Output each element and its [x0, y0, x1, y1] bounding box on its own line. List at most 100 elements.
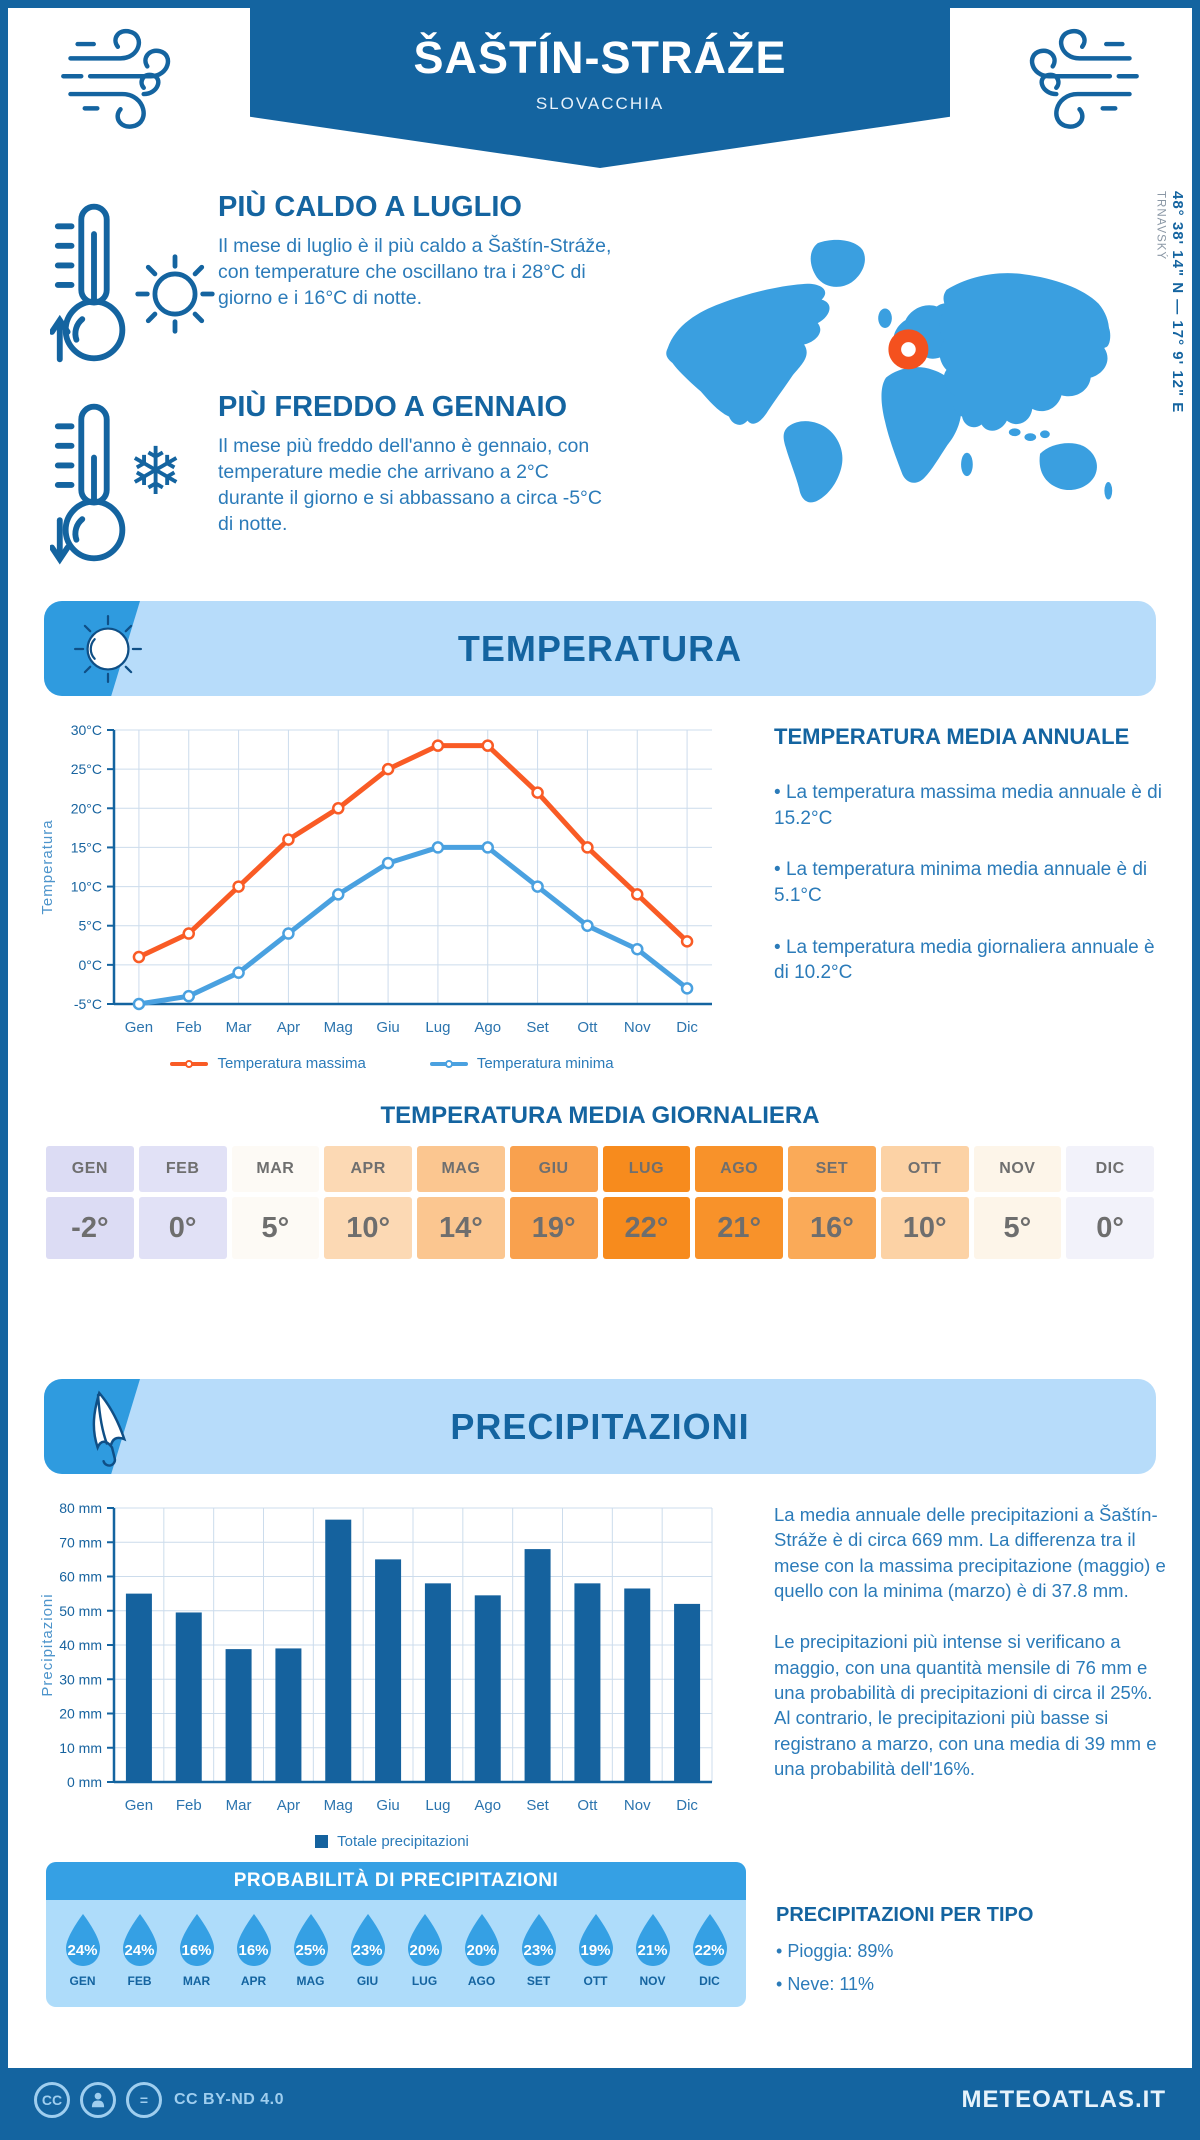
- temperature-banner: TEMPERATURA: [44, 601, 1156, 696]
- svg-text:Mar: Mar: [226, 1797, 252, 1814]
- svg-text:60 mm: 60 mm: [59, 1569, 102, 1585]
- svg-text:Dic: Dic: [676, 1797, 698, 1814]
- droplet-month-label: APR: [240, 1974, 267, 1988]
- month-value-cell: 5°: [231, 1197, 320, 1259]
- droplet-icon: [635, 1914, 670, 1966]
- probability-section: PROBABILITÀ DI PRECIPITAZIONI 24% GEN 24% F…: [46, 1862, 1192, 2007]
- warm-icons: [50, 191, 218, 371]
- probability-value: 21%: [637, 1942, 668, 1959]
- wind-icon: [1029, 28, 1139, 129]
- probability-droplet: 20% LUG: [396, 1912, 453, 1988]
- droplet-month-label: GEN: [69, 1974, 96, 1988]
- month-header-cell: MAR: [231, 1146, 320, 1192]
- svg-text:Apr: Apr: [277, 1019, 300, 1036]
- warmest-month-block: PIÙ CALDO A LUGLIO Il mese di luglio è i…: [50, 191, 630, 371]
- probability-panel: PROBABILITÀ DI PRECIPITAZIONI 24% GEN 24% F…: [46, 1862, 746, 2007]
- svg-text:-5°C: -5°C: [74, 996, 102, 1012]
- svg-text:10°C: 10°C: [71, 879, 102, 895]
- temperature-line-chart: -5°C 0°C 5°C 10°C 15°C 20°C 25°C 30°C Gen Feb Mar A…: [39, 722, 712, 1036]
- svg-text:Temperatura: Temperatura: [39, 819, 56, 914]
- month-value-cell: 10°: [880, 1197, 969, 1259]
- svg-text:Giu: Giu: [376, 1797, 399, 1814]
- probability-droplet: 22% DIC: [681, 1912, 738, 1988]
- month-value-cell: 16°: [788, 1197, 876, 1259]
- coordinates-text: 48° 38' 14" N — 17° 9' 12" E: [1169, 191, 1186, 414]
- legend-label: Temperatura massima: [217, 1055, 366, 1072]
- svg-text:Ott: Ott: [577, 1797, 598, 1814]
- svg-text:Feb: Feb: [176, 1797, 202, 1814]
- snowflake-icon: ❄: [128, 433, 184, 510]
- probability-droplet: 24% GEN: [54, 1912, 111, 1988]
- map-south-america: [783, 421, 843, 503]
- legend-label: Totale precipitazioni: [337, 1833, 469, 1850]
- droplet-month-label: DIC: [699, 1974, 720, 1988]
- svg-text:15°C: 15°C: [71, 839, 102, 855]
- droplet-month-label: MAR: [182, 1974, 211, 1988]
- precipitation-paragraph: Le precipitazioni più intense si verific…: [774, 1631, 1157, 1780]
- month-header-cell: MAG: [417, 1146, 505, 1192]
- precipitation-by-type: PRECIPITAZIONI PER TIPO Pioggia: 89% Neve…: [776, 1862, 1033, 2007]
- month-value-cell: 14°: [417, 1197, 505, 1259]
- droplet-icon: [407, 1914, 442, 1966]
- map-australia: [1039, 443, 1097, 491]
- probability-value: 20%: [466, 1942, 497, 1959]
- location-marker: [888, 329, 929, 370]
- svg-text:5°C: 5°C: [79, 918, 103, 934]
- probability-value: 16%: [238, 1942, 269, 1959]
- equals-icon: =: [126, 2082, 162, 2118]
- droplet-icon: [578, 1914, 613, 1966]
- probability-droplet: 19% OTT: [567, 1912, 624, 1988]
- probability-droplet: 23% SET: [510, 1912, 567, 1988]
- legend-line-marker: [170, 1059, 209, 1068]
- droplet-month-label: GIU: [356, 1974, 379, 1988]
- droplet-icon: [65, 1914, 100, 1966]
- temperature-title: TEMPERATURA: [457, 628, 743, 669]
- sun-icon: [135, 254, 215, 334]
- by-type-bullet: Pioggia: 89%: [776, 1941, 1033, 1962]
- month-value-cell: 0°: [138, 1197, 227, 1259]
- by-type-bullet: Neve: 11%: [776, 1974, 1033, 1995]
- cold-text: PIÙ FREDDO A GENNAIO Il mese più freddo …: [218, 391, 618, 571]
- month-value-cell: 19°: [509, 1197, 598, 1259]
- probability-value: 20%: [409, 1942, 440, 1959]
- umbrella-banner-icon: [92, 1390, 127, 1467]
- probability-value: 16%: [181, 1942, 212, 1959]
- probability-droplets: 24% GEN 24% FEB 16% MAR 16% APR 25% MAG 23% GIU 20% L…: [46, 1900, 746, 2002]
- droplet-icon: [293, 1914, 328, 1966]
- svg-text:Ago: Ago: [474, 1797, 501, 1814]
- map-north-america: [666, 283, 830, 425]
- coordinates: 48° 38' 14" N — 17° 9' 12" E TRNAVSKÝ: [1153, 191, 1186, 413]
- droplet-icon: [692, 1914, 727, 1966]
- daily-mean-table: GEN FEB MAR APR MAG GIU LUG AGO SET OTT NOV DIC -2° 0…: [46, 1146, 1154, 1259]
- month-value-cell: 0°: [1066, 1197, 1154, 1259]
- legend-item: Temperatura minima: [429, 1055, 614, 1072]
- probability-value: 19%: [580, 1942, 611, 1959]
- month-header-cell: DIC: [1066, 1146, 1154, 1192]
- probability-value: 24%: [67, 1942, 98, 1959]
- svg-text:Lug: Lug: [425, 1019, 450, 1036]
- map-asia: [939, 273, 1110, 431]
- legend-item: Totale precipitazioni: [315, 1833, 469, 1850]
- person-icon: [80, 2082, 116, 2118]
- title-banner: ŠAŠTÍN-STRÁŽE SLOVACCHIA: [250, 8, 950, 168]
- precipitation-chart: 0 mm 10 mm 20 mm 30 mm 40 mm 50 mm 60 mm 70 mm 8…: [36, 1494, 748, 1850]
- svg-text:Mag: Mag: [324, 1797, 353, 1814]
- droplet-month-label: MAG: [296, 1974, 325, 1988]
- precipitation-bar-chart: 0 mm 10 mm 20 mm 30 mm 40 mm 50 mm 60 mm 70 mm 8…: [39, 1500, 713, 1814]
- thermometer-down-icon: [50, 403, 126, 565]
- month-value-cell: 22°: [602, 1197, 691, 1259]
- svg-text:Dic: Dic: [676, 1019, 698, 1036]
- probability-droplet: 23% GIU: [339, 1912, 396, 1988]
- svg-text:Feb: Feb: [176, 1019, 202, 1036]
- precipitation-title: PRECIPITAZIONI: [450, 1406, 750, 1447]
- droplet-month-label: NOV: [639, 1974, 666, 1988]
- probability-value: 24%: [124, 1942, 155, 1959]
- month-header-cell: LUG: [602, 1146, 691, 1192]
- droplet-icon: [464, 1914, 499, 1966]
- month-value-cell: 21°: [695, 1197, 783, 1259]
- coldest-month-block: ❄ PIÙ FREDDO A GENNAIO Il mese più fredd…: [50, 391, 630, 571]
- temperature-annual: TEMPERATURA MEDIA ANNUALE La temperatura…: [774, 716, 1170, 1072]
- svg-text:Apr: Apr: [277, 1797, 300, 1814]
- probability-droplet: 16% MAR: [168, 1912, 225, 1988]
